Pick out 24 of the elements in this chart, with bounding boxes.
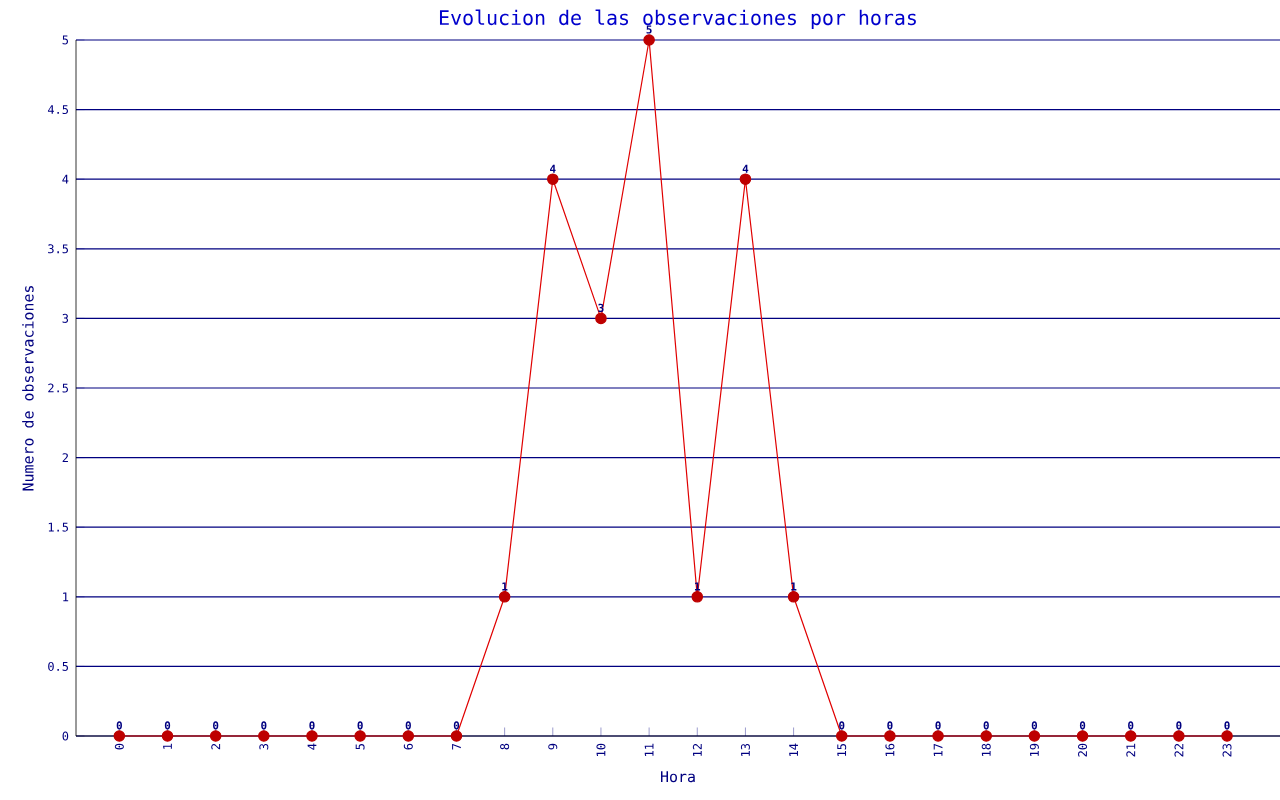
point (402, 730, 415, 742)
point (932, 730, 944, 742)
point (980, 730, 993, 742)
point (739, 173, 752, 185)
point (1124, 730, 1137, 742)
point (547, 173, 559, 185)
point (835, 730, 848, 742)
point (595, 312, 607, 325)
point (306, 730, 318, 742)
point (161, 730, 174, 742)
point (691, 591, 704, 603)
point (498, 591, 511, 603)
point (1028, 730, 1041, 742)
point (787, 591, 800, 603)
point (258, 730, 270, 742)
point (643, 34, 655, 46)
point (1076, 730, 1089, 742)
point (113, 730, 126, 742)
point (209, 730, 222, 742)
point (354, 730, 366, 742)
point (450, 730, 463, 742)
point (1221, 730, 1233, 742)
point (884, 730, 896, 742)
point (1173, 730, 1185, 742)
